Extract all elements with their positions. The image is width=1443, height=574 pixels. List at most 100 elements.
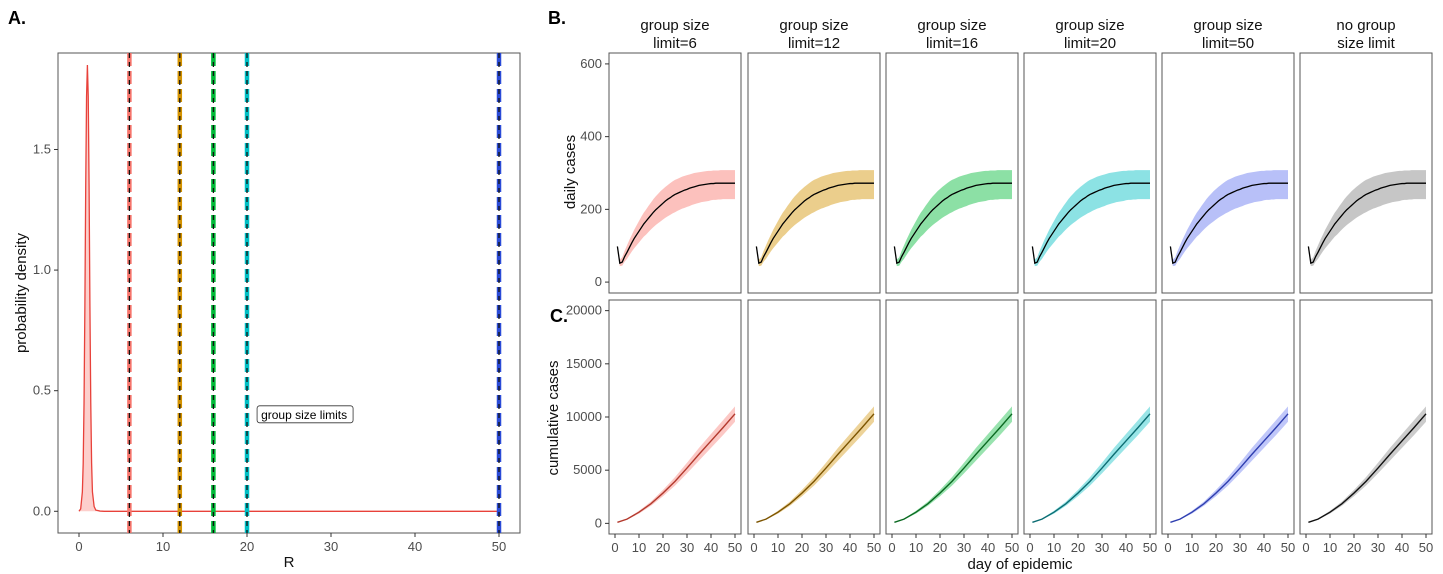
- cumulative-cases-plot: [1170, 406, 1289, 523]
- facet-x-tick-label: 40: [981, 540, 995, 555]
- facet-x-tick-label: 30: [957, 540, 971, 555]
- facet-x-tick-label: 30: [1233, 540, 1247, 555]
- daily-cases-plot: [755, 170, 874, 267]
- cumulative-cases-line: [1032, 413, 1151, 523]
- facet-x-tick-label: 50: [1143, 540, 1157, 555]
- facet-x-tick-label: 0: [750, 540, 757, 555]
- panel-a-x-tick-label: 30: [324, 539, 338, 554]
- daily-cases-frame: [885, 52, 1019, 294]
- daily-cases-frame: [1299, 52, 1433, 294]
- facet-strip-line1: group size: [917, 17, 986, 34]
- annotation-box: [256, 405, 354, 424]
- cumulative-cases-line: [1170, 413, 1289, 523]
- facet-x-tick-label: 30: [819, 540, 833, 555]
- facet-strip-line1: group size: [779, 17, 848, 34]
- daily-cases-plot: [1307, 170, 1426, 267]
- cumulative-cases-line: [756, 413, 875, 523]
- facet-x-tick-label: 10: [909, 540, 923, 555]
- facet-x-tick-label: 50: [728, 540, 742, 555]
- facet-x-tick-label: 40: [1395, 540, 1409, 555]
- facet-strip-line2: limit=50: [1202, 35, 1254, 52]
- facet-x-tick-label: 0: [1302, 540, 1309, 555]
- daily-cases-band: [1170, 170, 1288, 267]
- panel-c-y-tick-label: 10000: [566, 409, 602, 424]
- panel-a-x-axis-label: R: [284, 554, 295, 571]
- cumulative-cases-frame: [747, 299, 881, 535]
- facet-strip-line1: no group: [1336, 17, 1395, 34]
- annotation-label: group size limits: [261, 408, 347, 422]
- facet-x-tick-label: 40: [704, 540, 718, 555]
- facet-x-tick-label: 30: [1371, 540, 1385, 555]
- panel-c-x-axis-label: day of epidemic: [967, 556, 1073, 573]
- daily-cases-frame: [1161, 52, 1295, 294]
- daily-cases-line: [616, 182, 735, 265]
- facet-x-tick-label: 10: [1047, 540, 1061, 555]
- facet-strip-line2: limit=16: [926, 35, 978, 52]
- cumulative-cases-frame: [1299, 299, 1433, 535]
- panel-a-x-tick-label: 0: [75, 539, 82, 554]
- facet-x-tick-label: 10: [632, 540, 646, 555]
- daily-cases-plot: [1169, 170, 1288, 267]
- daily-cases-plot: [893, 170, 1012, 267]
- panel-b-y-axis-label: daily cases: [562, 135, 579, 209]
- panel-a-y-tick-label: 0.5: [33, 383, 51, 398]
- panel-a-y-axis-label: probability density: [13, 232, 30, 353]
- daily-cases-band: [617, 170, 735, 267]
- daily-cases-plot: [616, 170, 735, 267]
- panel-b-y-tick-label: 600: [580, 56, 602, 71]
- daily-cases-band: [894, 170, 1012, 267]
- cumulative-cases-line: [617, 413, 736, 523]
- facet-x-tick-label: 10: [1323, 540, 1337, 555]
- daily-cases-line: [1307, 182, 1426, 265]
- facet-x-tick-label: 10: [1185, 540, 1199, 555]
- facet-x-tick-label: 30: [1095, 540, 1109, 555]
- facet-x-tick-label: 0: [888, 540, 895, 555]
- facet-x-tick-label: 20: [1347, 540, 1361, 555]
- daily-cases-line: [755, 182, 874, 265]
- panel-b-y-tick-label: 0: [595, 274, 602, 289]
- panel-a-content: group size limits: [78, 53, 502, 533]
- panel-a-x-tick-label: 50: [492, 539, 506, 554]
- daily-cases-line: [893, 182, 1012, 265]
- panel-a-y-tick-label: 1.0: [33, 262, 51, 277]
- daily-cases-frame: [1023, 52, 1157, 294]
- cumulative-cases-plot: [1308, 406, 1427, 523]
- facet-x-tick-label: 40: [1257, 540, 1271, 555]
- facet-x-tick-label: 40: [843, 540, 857, 555]
- facet-strip-line1: group size: [1055, 17, 1124, 34]
- facet-strip-line2: limit=6: [653, 35, 697, 52]
- panel-c-y-tick-label: 20000: [566, 303, 602, 318]
- facet-x-tick-label: 30: [680, 540, 694, 555]
- panel-a-y-tick-label: 0.0: [33, 503, 51, 518]
- panel-label-b: B.: [548, 8, 566, 28]
- facet-x-tick-label: 50: [1419, 540, 1433, 555]
- facet-x-tick-label: 50: [1281, 540, 1295, 555]
- facet-strip-line1: group size: [1193, 17, 1262, 34]
- panel-c-y-axis-label: cumulative cases: [545, 360, 562, 475]
- panel-a-density-plot: group size limits R probability density …: [13, 52, 521, 571]
- facet-x-tick-label: 50: [867, 540, 881, 555]
- panel-c-y-tick-label: 5000: [573, 462, 602, 477]
- panel-b-y-tick-label: 200: [580, 201, 602, 216]
- cumulative-cases-frame: [885, 299, 1019, 535]
- daily-cases-band: [756, 170, 874, 267]
- facet-x-tick-label: 10: [771, 540, 785, 555]
- panel-c-y-tick-label: 0: [595, 515, 602, 530]
- daily-cases-plot: [1031, 170, 1150, 267]
- facet-x-tick-label: 20: [1209, 540, 1223, 555]
- panel-a-frame: [57, 52, 521, 534]
- panel-a-x-tick-label: 10: [156, 539, 170, 554]
- density-line: [78, 65, 499, 512]
- cumulative-cases-plot: [617, 406, 736, 523]
- facet-x-tick-label: 0: [1026, 540, 1033, 555]
- cumulative-cases-plot: [1032, 406, 1151, 523]
- panel-b-y-tick-label: 400: [580, 129, 602, 144]
- cumulative-cases-line: [1308, 413, 1427, 523]
- daily-cases-band: [1032, 170, 1150, 267]
- facet-x-tick-label: 20: [795, 540, 809, 555]
